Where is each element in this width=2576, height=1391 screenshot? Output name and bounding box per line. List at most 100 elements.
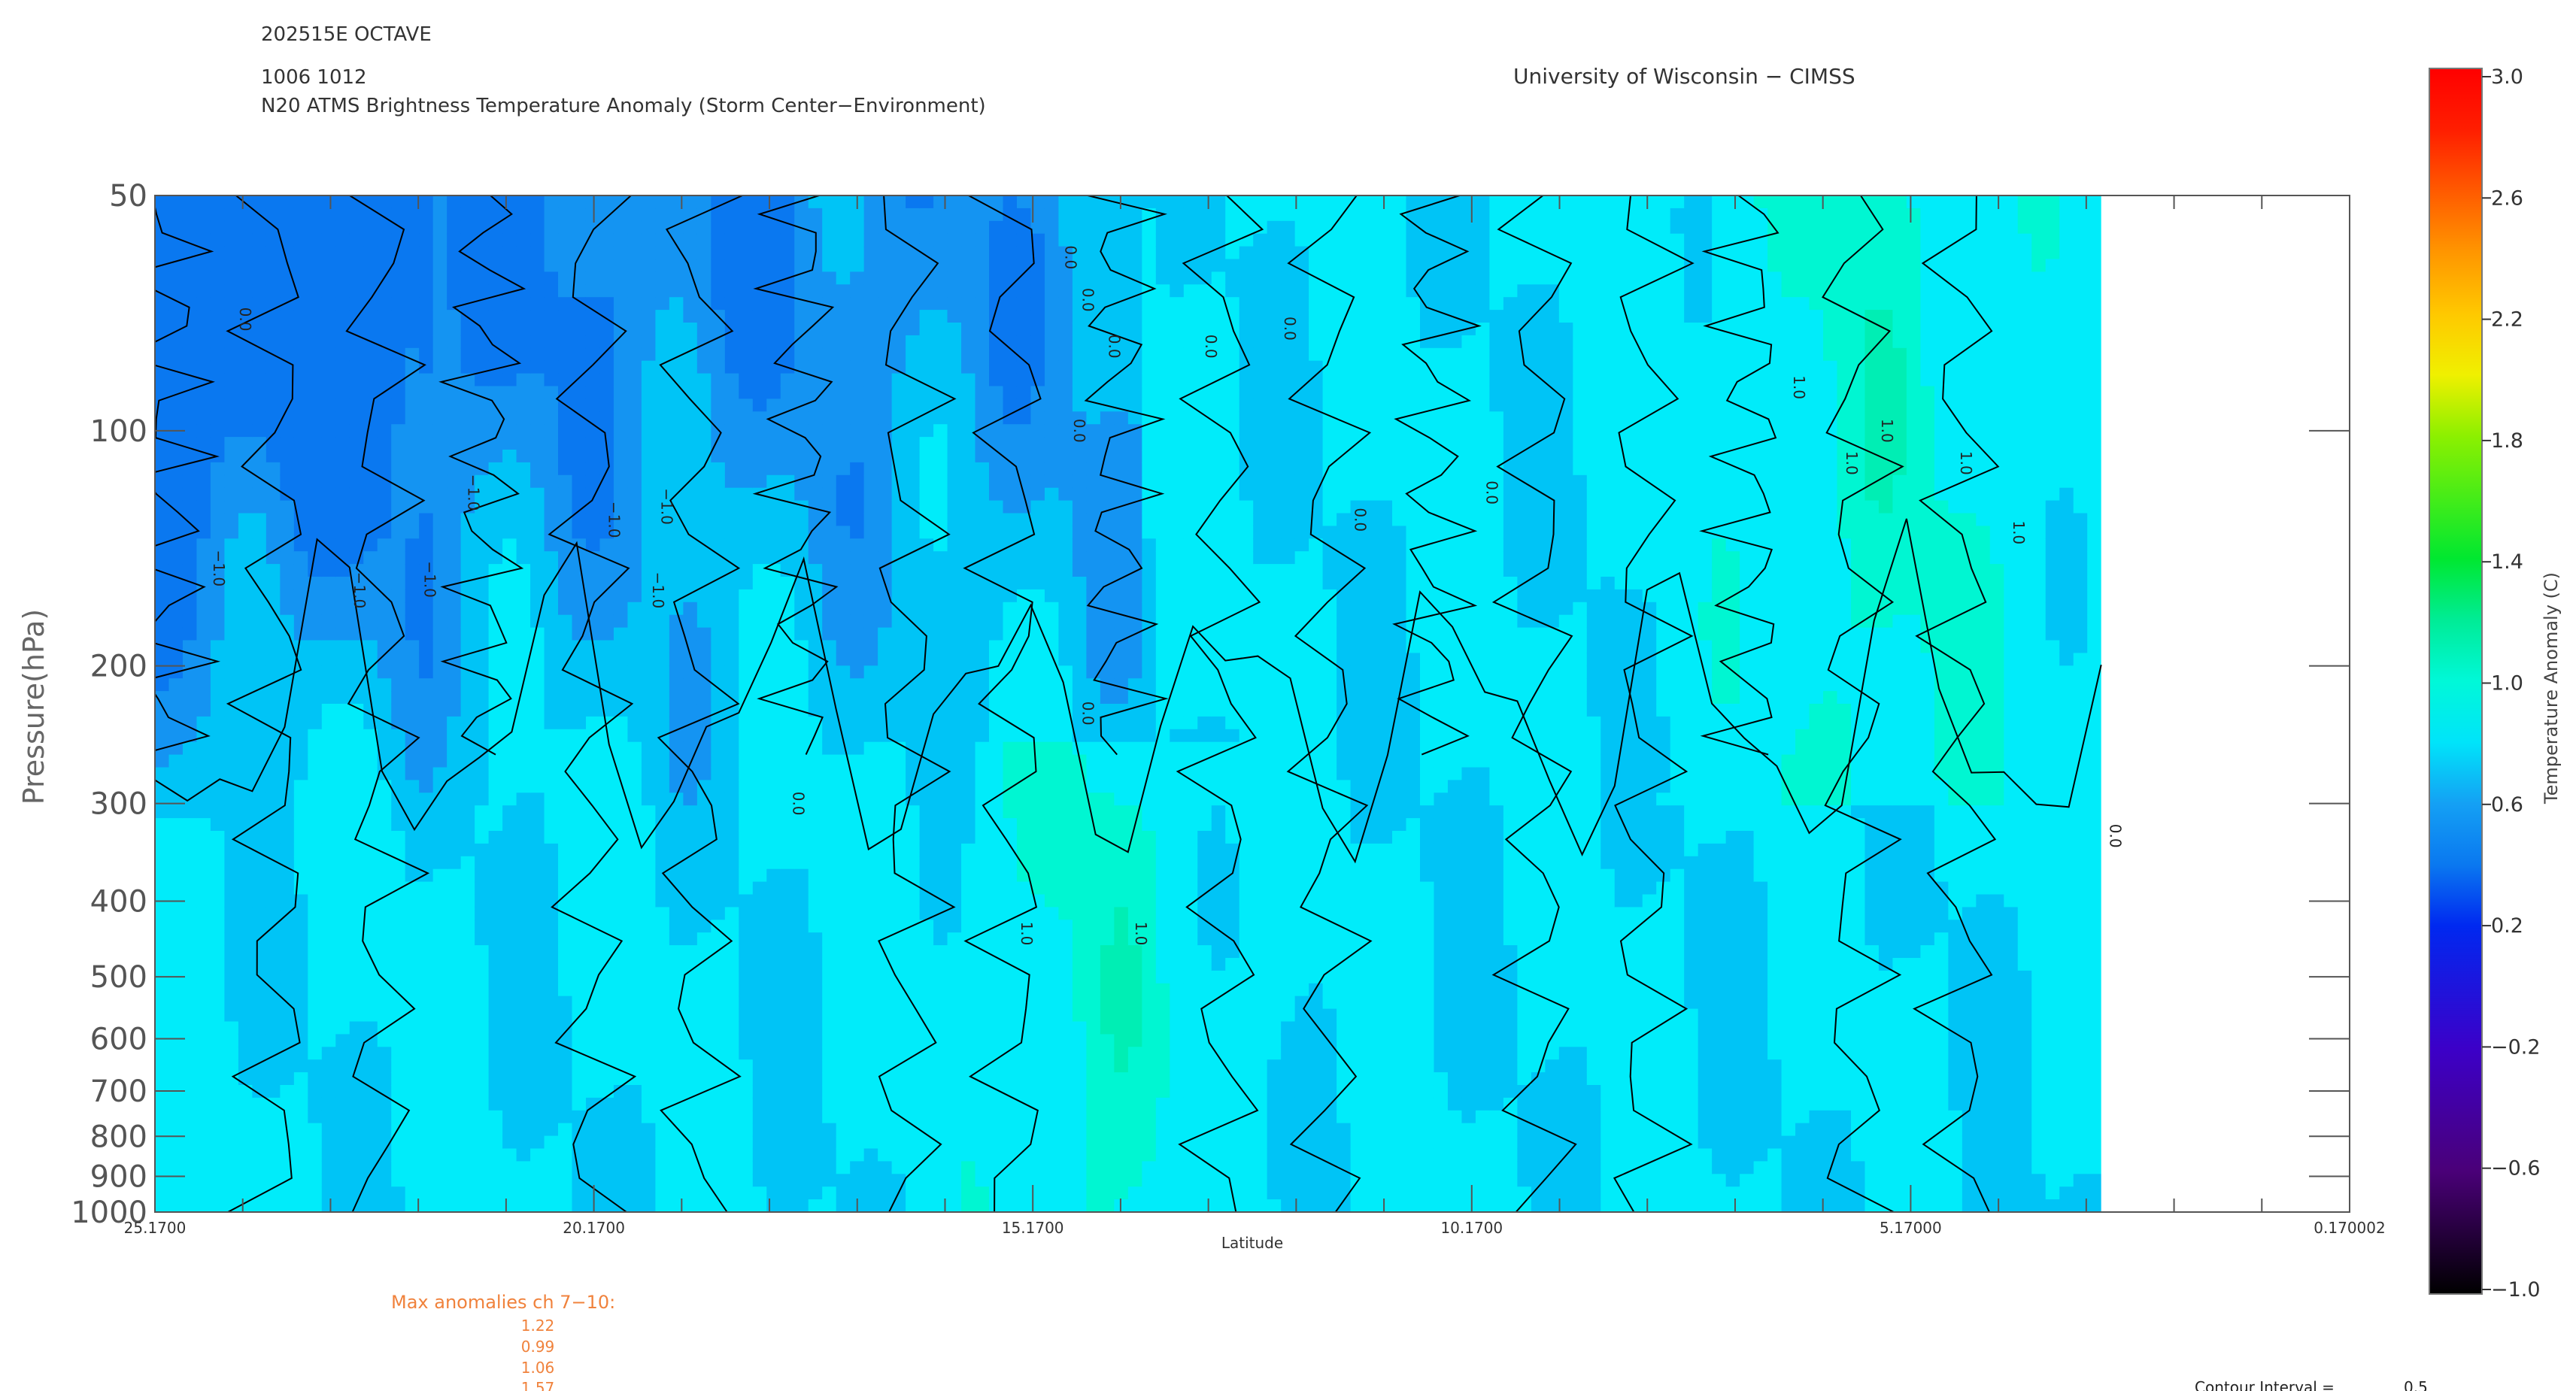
field-cell [585, 1008, 601, 1023]
field-cell [210, 564, 226, 577]
field-cell [906, 246, 921, 260]
field-cell [669, 462, 684, 476]
field-cell [335, 843, 350, 857]
field-cell [419, 678, 434, 692]
field-cell [377, 538, 392, 552]
field-cell [238, 526, 253, 539]
field-cell [752, 564, 767, 577]
field-cell [794, 1021, 809, 1035]
field-cell [627, 614, 642, 629]
field-cell [516, 640, 531, 653]
field-cell [989, 741, 1004, 756]
field-cell [321, 284, 336, 298]
field-cell [238, 208, 253, 222]
field-cell [1003, 323, 1018, 336]
field-cell [293, 831, 308, 844]
field-cell [724, 589, 739, 603]
field-cell [724, 818, 739, 832]
field-cell [377, 640, 392, 653]
field-cell [822, 310, 837, 323]
field-cell [558, 653, 573, 666]
field-cell [419, 500, 434, 514]
field-cell [238, 450, 253, 463]
field-cell [293, 297, 308, 311]
field-cell [655, 741, 670, 756]
field-cell [293, 437, 308, 450]
field-cell [752, 259, 767, 272]
field-cell [780, 843, 795, 857]
field-cell [460, 831, 475, 844]
field-cell [947, 208, 962, 222]
field-cell [308, 754, 323, 768]
field-cell [460, 1123, 475, 1137]
field-cell [280, 474, 295, 489]
field-cell [683, 500, 698, 514]
field-cell [906, 526, 921, 539]
field-cell [265, 233, 281, 247]
field-cell [599, 347, 614, 362]
field-cell [293, 323, 308, 336]
field-cell [794, 627, 809, 641]
field-cell [321, 1097, 336, 1111]
field-cell [155, 1123, 170, 1137]
field-cell [516, 577, 531, 590]
field-cell [182, 551, 198, 565]
field-cell [1003, 983, 1018, 997]
field-cell [822, 741, 837, 756]
field-cell [516, 881, 531, 896]
field-cell [822, 704, 837, 717]
field-cell [293, 195, 308, 209]
field-cell [502, 1199, 517, 1212]
field-cell [808, 894, 823, 908]
field-cell [572, 653, 587, 666]
field-cell [850, 271, 865, 285]
field-cell [265, 831, 281, 844]
field-cell [488, 450, 503, 463]
field-cell [168, 577, 184, 590]
field-cell [752, 577, 767, 590]
field-cell [349, 347, 364, 362]
field-cell [391, 538, 406, 552]
field-cell [168, 678, 184, 692]
field-cell [182, 1021, 198, 1035]
field-cell [683, 805, 698, 819]
field-cell [836, 1186, 851, 1200]
field-cell [155, 1047, 170, 1060]
field-cell [641, 920, 657, 933]
field-cell [377, 868, 392, 883]
field-cell [335, 792, 350, 806]
field-cell [739, 1161, 754, 1174]
field-cell [349, 767, 364, 780]
field-cell [224, 195, 239, 209]
field-cell [321, 462, 336, 476]
field-cell [585, 818, 601, 832]
field-cell [863, 868, 878, 883]
field-cell [488, 1085, 503, 1099]
field-cell [460, 284, 475, 298]
field-cell [836, 347, 851, 362]
field-cell [502, 474, 517, 489]
field-cell [669, 665, 684, 679]
field-cell [252, 704, 267, 717]
field-cell [572, 881, 587, 896]
field-cell [878, 792, 893, 806]
field-cell [836, 271, 851, 285]
field-cell [308, 767, 323, 780]
field-cell [766, 589, 781, 603]
field-cell [752, 1186, 767, 1200]
field-cell [447, 347, 462, 362]
field-cell [238, 310, 253, 323]
field-cell [293, 1085, 308, 1099]
field-cell [308, 551, 323, 565]
field-cell [432, 1008, 448, 1023]
field-cell [947, 1008, 962, 1023]
field-cell [516, 1110, 531, 1124]
field-cell [155, 754, 170, 768]
field-cell [752, 462, 767, 476]
field-cell [794, 716, 809, 730]
field-cell [961, 424, 976, 438]
field-cell [460, 233, 475, 247]
field-cell [585, 462, 601, 476]
field-cell [599, 1097, 614, 1111]
field-cell [196, 195, 211, 209]
